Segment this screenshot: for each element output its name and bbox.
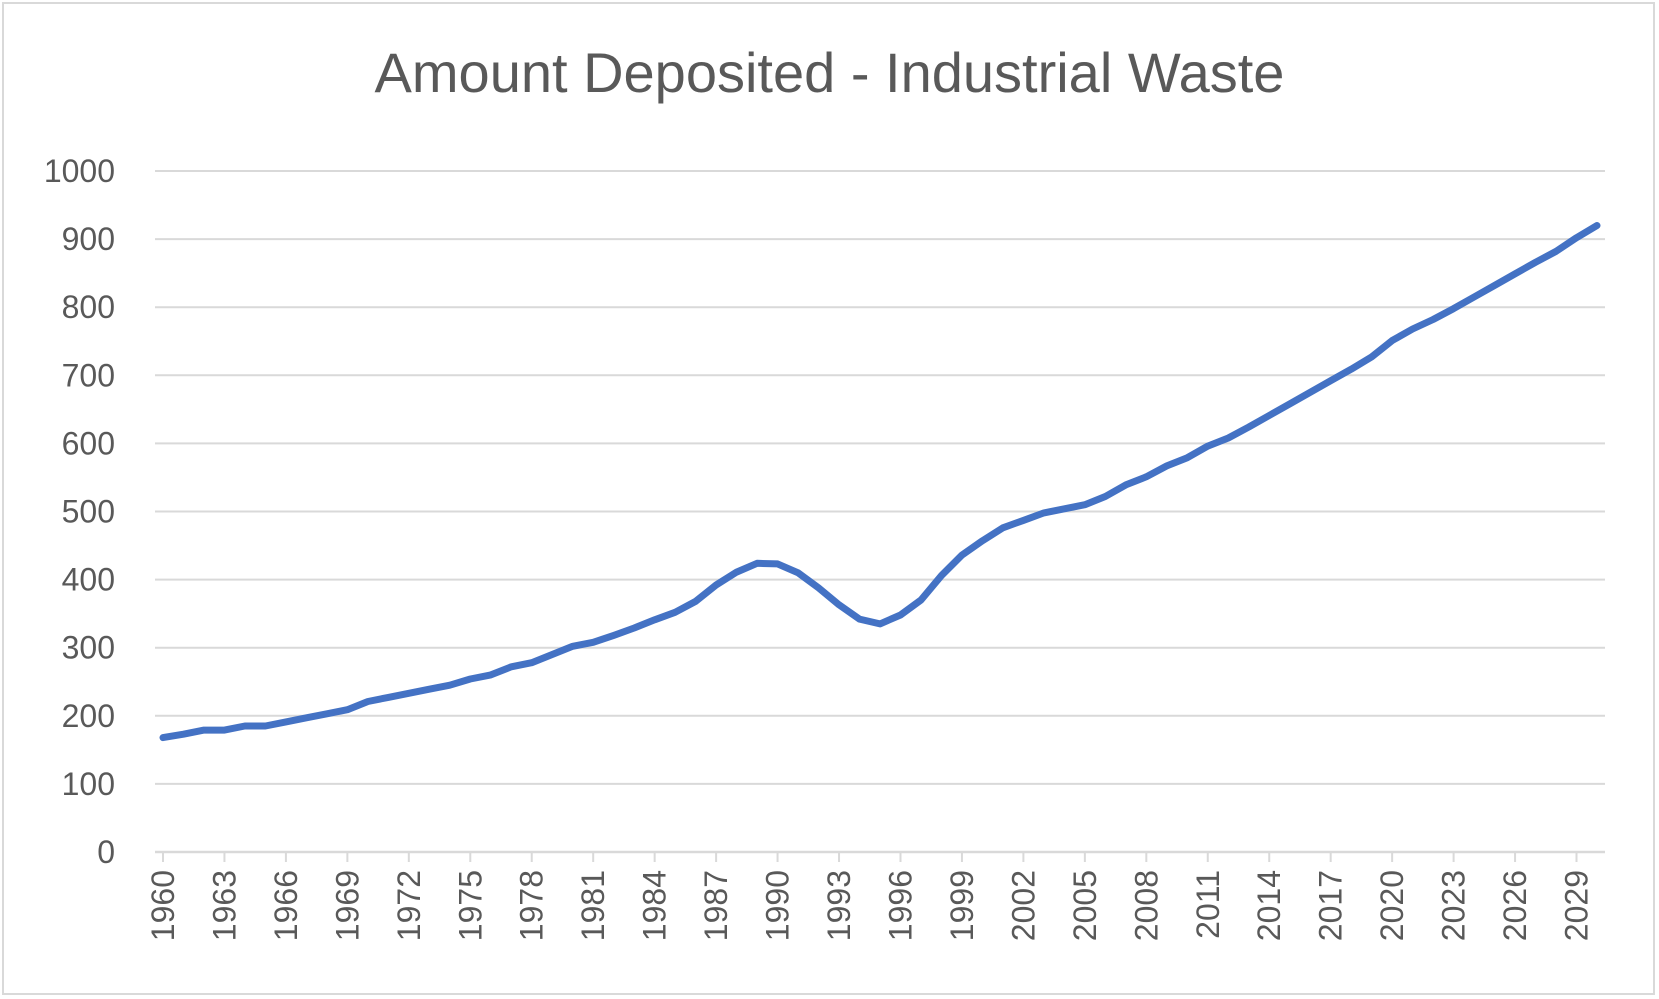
gridlines (155, 170, 1605, 854)
y-tick-label: 600 (62, 425, 115, 461)
x-tick-label: 1978 (514, 870, 550, 941)
x-tick-label: 2023 (1436, 870, 1472, 941)
x-tick-label: 1966 (268, 870, 304, 941)
x-tick-label: 2026 (1497, 870, 1533, 941)
x-tick-label: 1969 (329, 870, 365, 941)
x-tick-label: 2020 (1374, 870, 1410, 941)
y-tick-label: 900 (62, 221, 115, 257)
y-tick-label: 500 (62, 494, 115, 530)
x-tick-label: 2029 (1559, 870, 1595, 941)
x-tick-label: 1999 (944, 870, 980, 941)
y-tick-label: 800 (62, 289, 115, 325)
x-tick-label: 1984 (637, 870, 673, 941)
y-axis-tick-labels: 0 100 200 300 400 500 600 700 800 900 1000 (44, 153, 115, 870)
y-tick-label: 100 (62, 766, 115, 802)
x-tick-label: 1990 (760, 870, 796, 941)
y-tick-label: 300 (62, 630, 115, 666)
x-tick-label: 1996 (882, 870, 918, 941)
x-tick-label: 1960 (145, 870, 181, 941)
y-tick-label: 200 (62, 698, 115, 734)
x-tick-label: 1972 (391, 870, 427, 941)
y-tick-label: 1000 (44, 153, 115, 189)
y-tick-label: 400 (62, 562, 115, 598)
x-tick-label: 1975 (452, 870, 488, 941)
x-tick-label: 1981 (575, 870, 611, 941)
chart-title: Amount Deposited - Industrial Waste (374, 41, 1285, 104)
x-tick-label: 2005 (1067, 870, 1103, 941)
series-line (159, 222, 1601, 742)
x-tick-label: 1993 (821, 870, 857, 941)
x-tick-label: 1987 (698, 870, 734, 941)
x-tick-label: 1963 (206, 870, 242, 941)
series-layer (159, 222, 1601, 742)
x-axis-tick-labels: 1960 1963 1966 1969 1972 1975 1978 1981 1984 1987… (145, 852, 1595, 941)
x-tick-label: 2002 (1005, 870, 1041, 941)
x-tick-label: 2008 (1128, 870, 1164, 941)
x-tick-label: 2014 (1251, 870, 1287, 941)
y-tick-label: 0 (97, 834, 115, 870)
y-tick-label: 700 (62, 357, 115, 393)
x-tick-label: 2017 (1313, 870, 1349, 941)
x-tick-label: 2011 (1190, 870, 1226, 939)
